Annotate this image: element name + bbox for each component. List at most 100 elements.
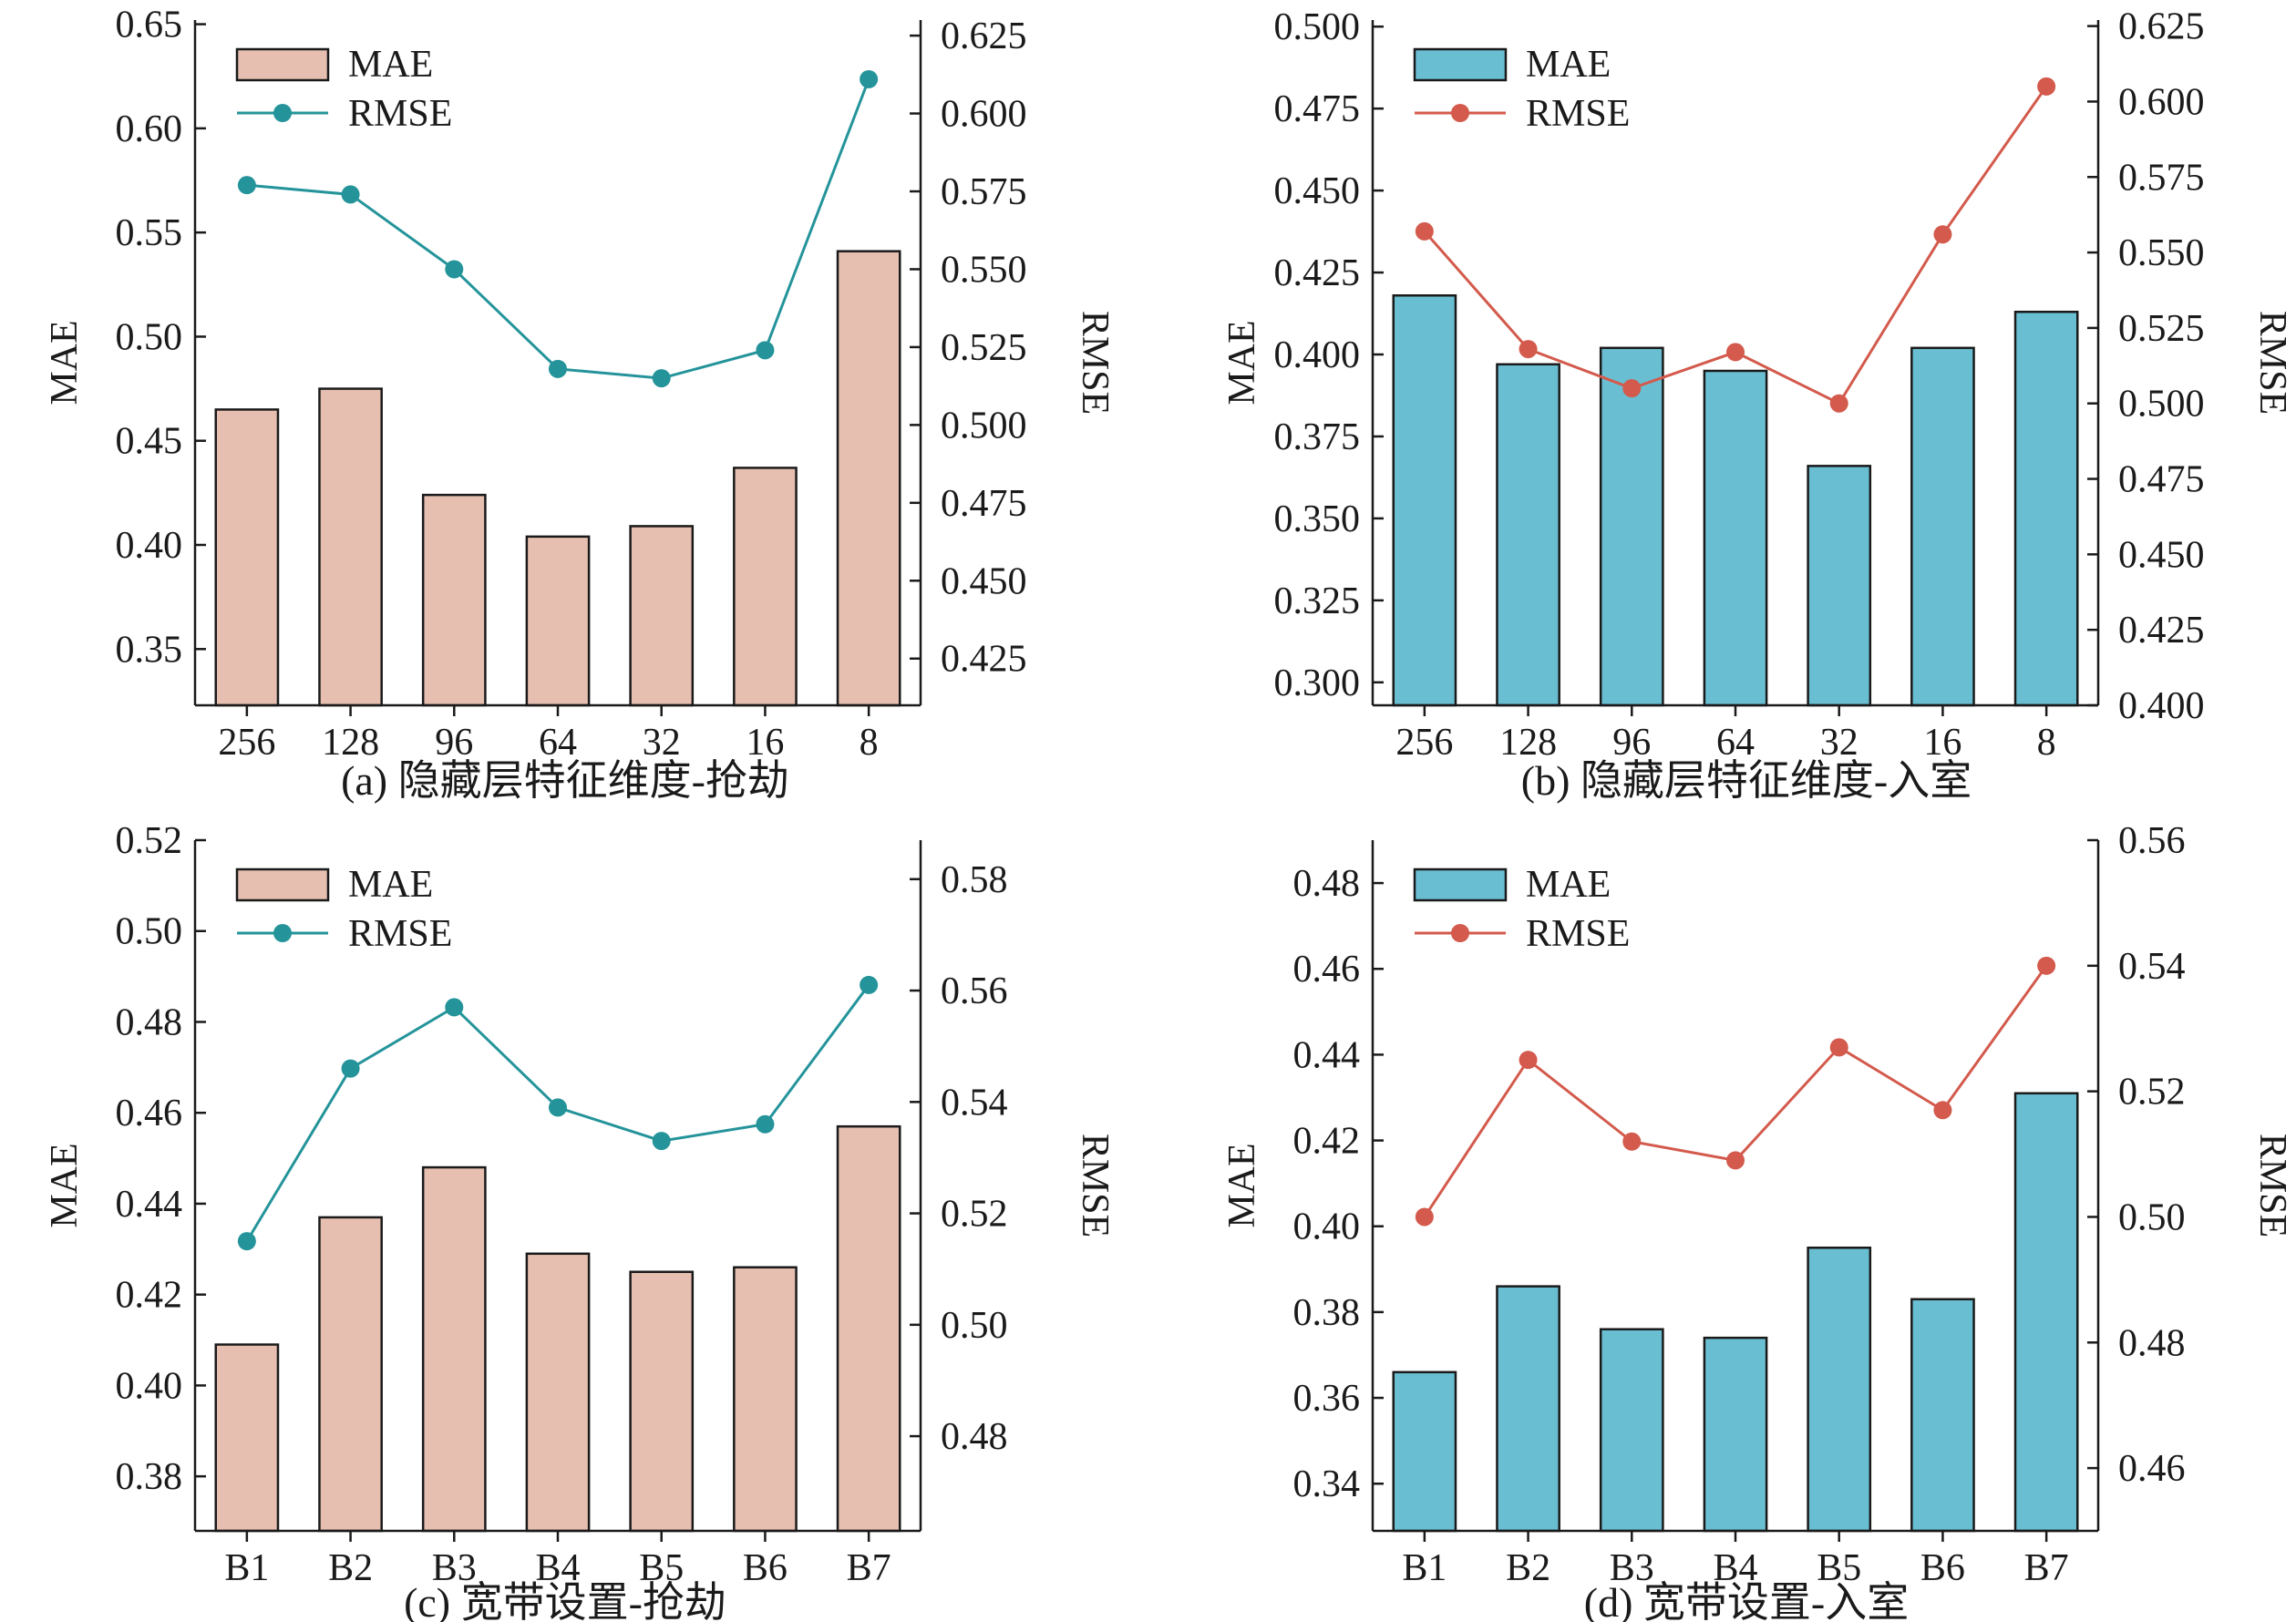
mae-bar-256 xyxy=(1392,293,1457,707)
rmse-point-B2 xyxy=(1519,1051,1538,1070)
rmse-point-B2 xyxy=(341,1059,360,1078)
mae-bar-B1 xyxy=(214,1343,280,1533)
left-tick-label: 0.300 xyxy=(1274,662,1361,704)
left-tick-label: 0.35 xyxy=(116,629,183,671)
mae-bar-B3 xyxy=(1599,1328,1664,1533)
x-tick-label: B5 xyxy=(1817,1547,1861,1589)
x-tick-label: 8 xyxy=(860,722,879,764)
mae-bar-B1 xyxy=(1392,1370,1457,1533)
right-tick-label: 0.58 xyxy=(941,859,1008,901)
panel-caption: (d) 宽带设置-入室 xyxy=(1584,1579,1909,1622)
right-tick-label: 0.575 xyxy=(2118,157,2205,199)
legend-mae-label: MAE xyxy=(348,864,433,906)
rmse-point-B7 xyxy=(2037,956,2056,975)
x-tick-label: B7 xyxy=(847,1547,891,1589)
x-tick-label: 96 xyxy=(1612,722,1651,764)
left-tick-label: 0.400 xyxy=(1274,334,1361,376)
right-tick-label: 0.625 xyxy=(2118,6,2205,48)
left-tick-label: 0.425 xyxy=(1274,252,1361,294)
rmse-point-64 xyxy=(549,359,567,378)
left-tick-label: 0.475 xyxy=(1274,88,1361,130)
x-tick-label: 64 xyxy=(1716,722,1755,764)
right-tick-label: 0.450 xyxy=(2118,534,2205,576)
x-tick-label: B5 xyxy=(639,1547,684,1589)
x-tick-label: B3 xyxy=(432,1547,477,1589)
right-tick-label: 0.550 xyxy=(2118,232,2205,274)
x-tick-label: 128 xyxy=(1499,722,1557,764)
rmse-point-B6 xyxy=(1933,1101,1952,1120)
legend-rmse-label: RMSE xyxy=(348,913,452,955)
rmse-point-16 xyxy=(756,341,775,360)
chart-panel-a: 0.35 0.40 0.45 0.50 0.55 0.60 0.65 0.425 0.450 0.… xyxy=(44,5,1116,804)
mae-bar-32 xyxy=(629,525,695,707)
mae-bar-16 xyxy=(733,467,798,707)
chart-panel-d: 0.34 0.36 0.38 0.40 0.42 0.44 0.46 0.48 0.46 0.48… xyxy=(1221,820,2293,1622)
left-tick-label: 0.52 xyxy=(116,820,183,862)
legend-rmse-marker xyxy=(273,104,292,122)
mae-bar-16 xyxy=(1910,346,1975,707)
mae-bar-B5 xyxy=(629,1270,695,1533)
mae-bar-128 xyxy=(318,387,383,707)
rmse-point-256 xyxy=(1415,221,1434,241)
right-tick-label: 0.48 xyxy=(941,1416,1008,1458)
mae-bar-B3 xyxy=(421,1165,487,1533)
legend: MAE RMSE xyxy=(1413,44,1630,135)
left-tick-label: 0.42 xyxy=(116,1275,183,1317)
legend-rmse-marker xyxy=(273,924,292,942)
legend-rmse-label: RMSE xyxy=(1526,93,1630,135)
left-tick-label: 0.46 xyxy=(116,1093,183,1134)
x-tick-label: 128 xyxy=(322,722,379,764)
legend: MAE RMSE xyxy=(235,864,452,955)
left-tick-label: 0.40 xyxy=(116,525,183,567)
left-tick-label: 0.60 xyxy=(116,108,183,150)
legend-rmse-label: RMSE xyxy=(1526,913,1630,955)
left-axis-title: MAE xyxy=(1221,320,1263,405)
legend-mae-swatch xyxy=(1413,867,1508,902)
left-tick-label: 0.44 xyxy=(116,1184,183,1226)
mae-bar-B7 xyxy=(2013,1092,2079,1533)
mae-bar-B2 xyxy=(1496,1285,1560,1533)
right-axis-title: RMSE xyxy=(2251,311,2293,415)
mae-bar-64 xyxy=(525,535,591,707)
chart-panel-b: 0.300 0.325 0.350 0.375 0.400 0.425 0.450 0.475… xyxy=(1221,6,2293,804)
rmse-line xyxy=(246,78,870,380)
x-tick-label: B3 xyxy=(1610,1547,1654,1589)
rmse-point-B7 xyxy=(860,975,879,994)
right-tick-label: 0.600 xyxy=(941,94,1027,136)
mae-bar-B7 xyxy=(836,1124,901,1533)
left-axis-title: MAE xyxy=(44,1143,86,1227)
left-tick-label: 0.500 xyxy=(1274,6,1361,48)
x-tick-label: B2 xyxy=(328,1547,373,1589)
rmse-point-B4 xyxy=(1726,1151,1745,1170)
right-tick-label: 0.425 xyxy=(2118,610,2205,652)
left-tick-label: 0.325 xyxy=(1274,580,1361,622)
rmse-point-B3 xyxy=(1622,1132,1642,1151)
rmse-point-32 xyxy=(1829,394,1848,413)
rmse-point-128 xyxy=(1519,340,1538,359)
legend-rmse-label: RMSE xyxy=(348,93,452,135)
right-tick-label: 0.52 xyxy=(941,1194,1008,1236)
chart-panel-c: 0.38 0.40 0.42 0.44 0.46 0.48 0.50 0.52 0.48 0.50… xyxy=(44,820,1116,1622)
panel-caption: (a) 隐藏层特征维度-抢劫 xyxy=(341,757,789,804)
left-tick-label: 0.48 xyxy=(1293,863,1361,905)
mae-bar-B4 xyxy=(525,1252,591,1533)
right-tick-label: 0.52 xyxy=(2118,1072,2186,1114)
right-tick-label: 0.525 xyxy=(2118,308,2205,350)
right-tick-label: 0.575 xyxy=(941,171,1027,213)
mae-bar-8 xyxy=(2013,310,2079,707)
right-tick-label: 0.550 xyxy=(941,249,1027,291)
right-axis-title: RMSE xyxy=(1074,1134,1116,1237)
rmse-point-B1 xyxy=(237,1232,256,1251)
x-tick-label: B6 xyxy=(1920,1547,1965,1589)
left-tick-label: 0.50 xyxy=(116,316,183,358)
x-tick-label: B4 xyxy=(1713,1547,1757,1589)
right-tick-label: 0.600 xyxy=(2118,81,2205,123)
legend-mae-swatch xyxy=(235,47,330,82)
left-tick-label: 0.50 xyxy=(116,911,183,953)
right-tick-label: 0.400 xyxy=(2118,685,2205,727)
left-tick-label: 0.44 xyxy=(1293,1034,1361,1076)
right-tick-label: 0.54 xyxy=(2118,946,2186,988)
rmse-point-B4 xyxy=(549,1098,567,1117)
legend: MAE RMSE xyxy=(1413,864,1630,955)
x-tick-label: 256 xyxy=(1395,722,1453,764)
